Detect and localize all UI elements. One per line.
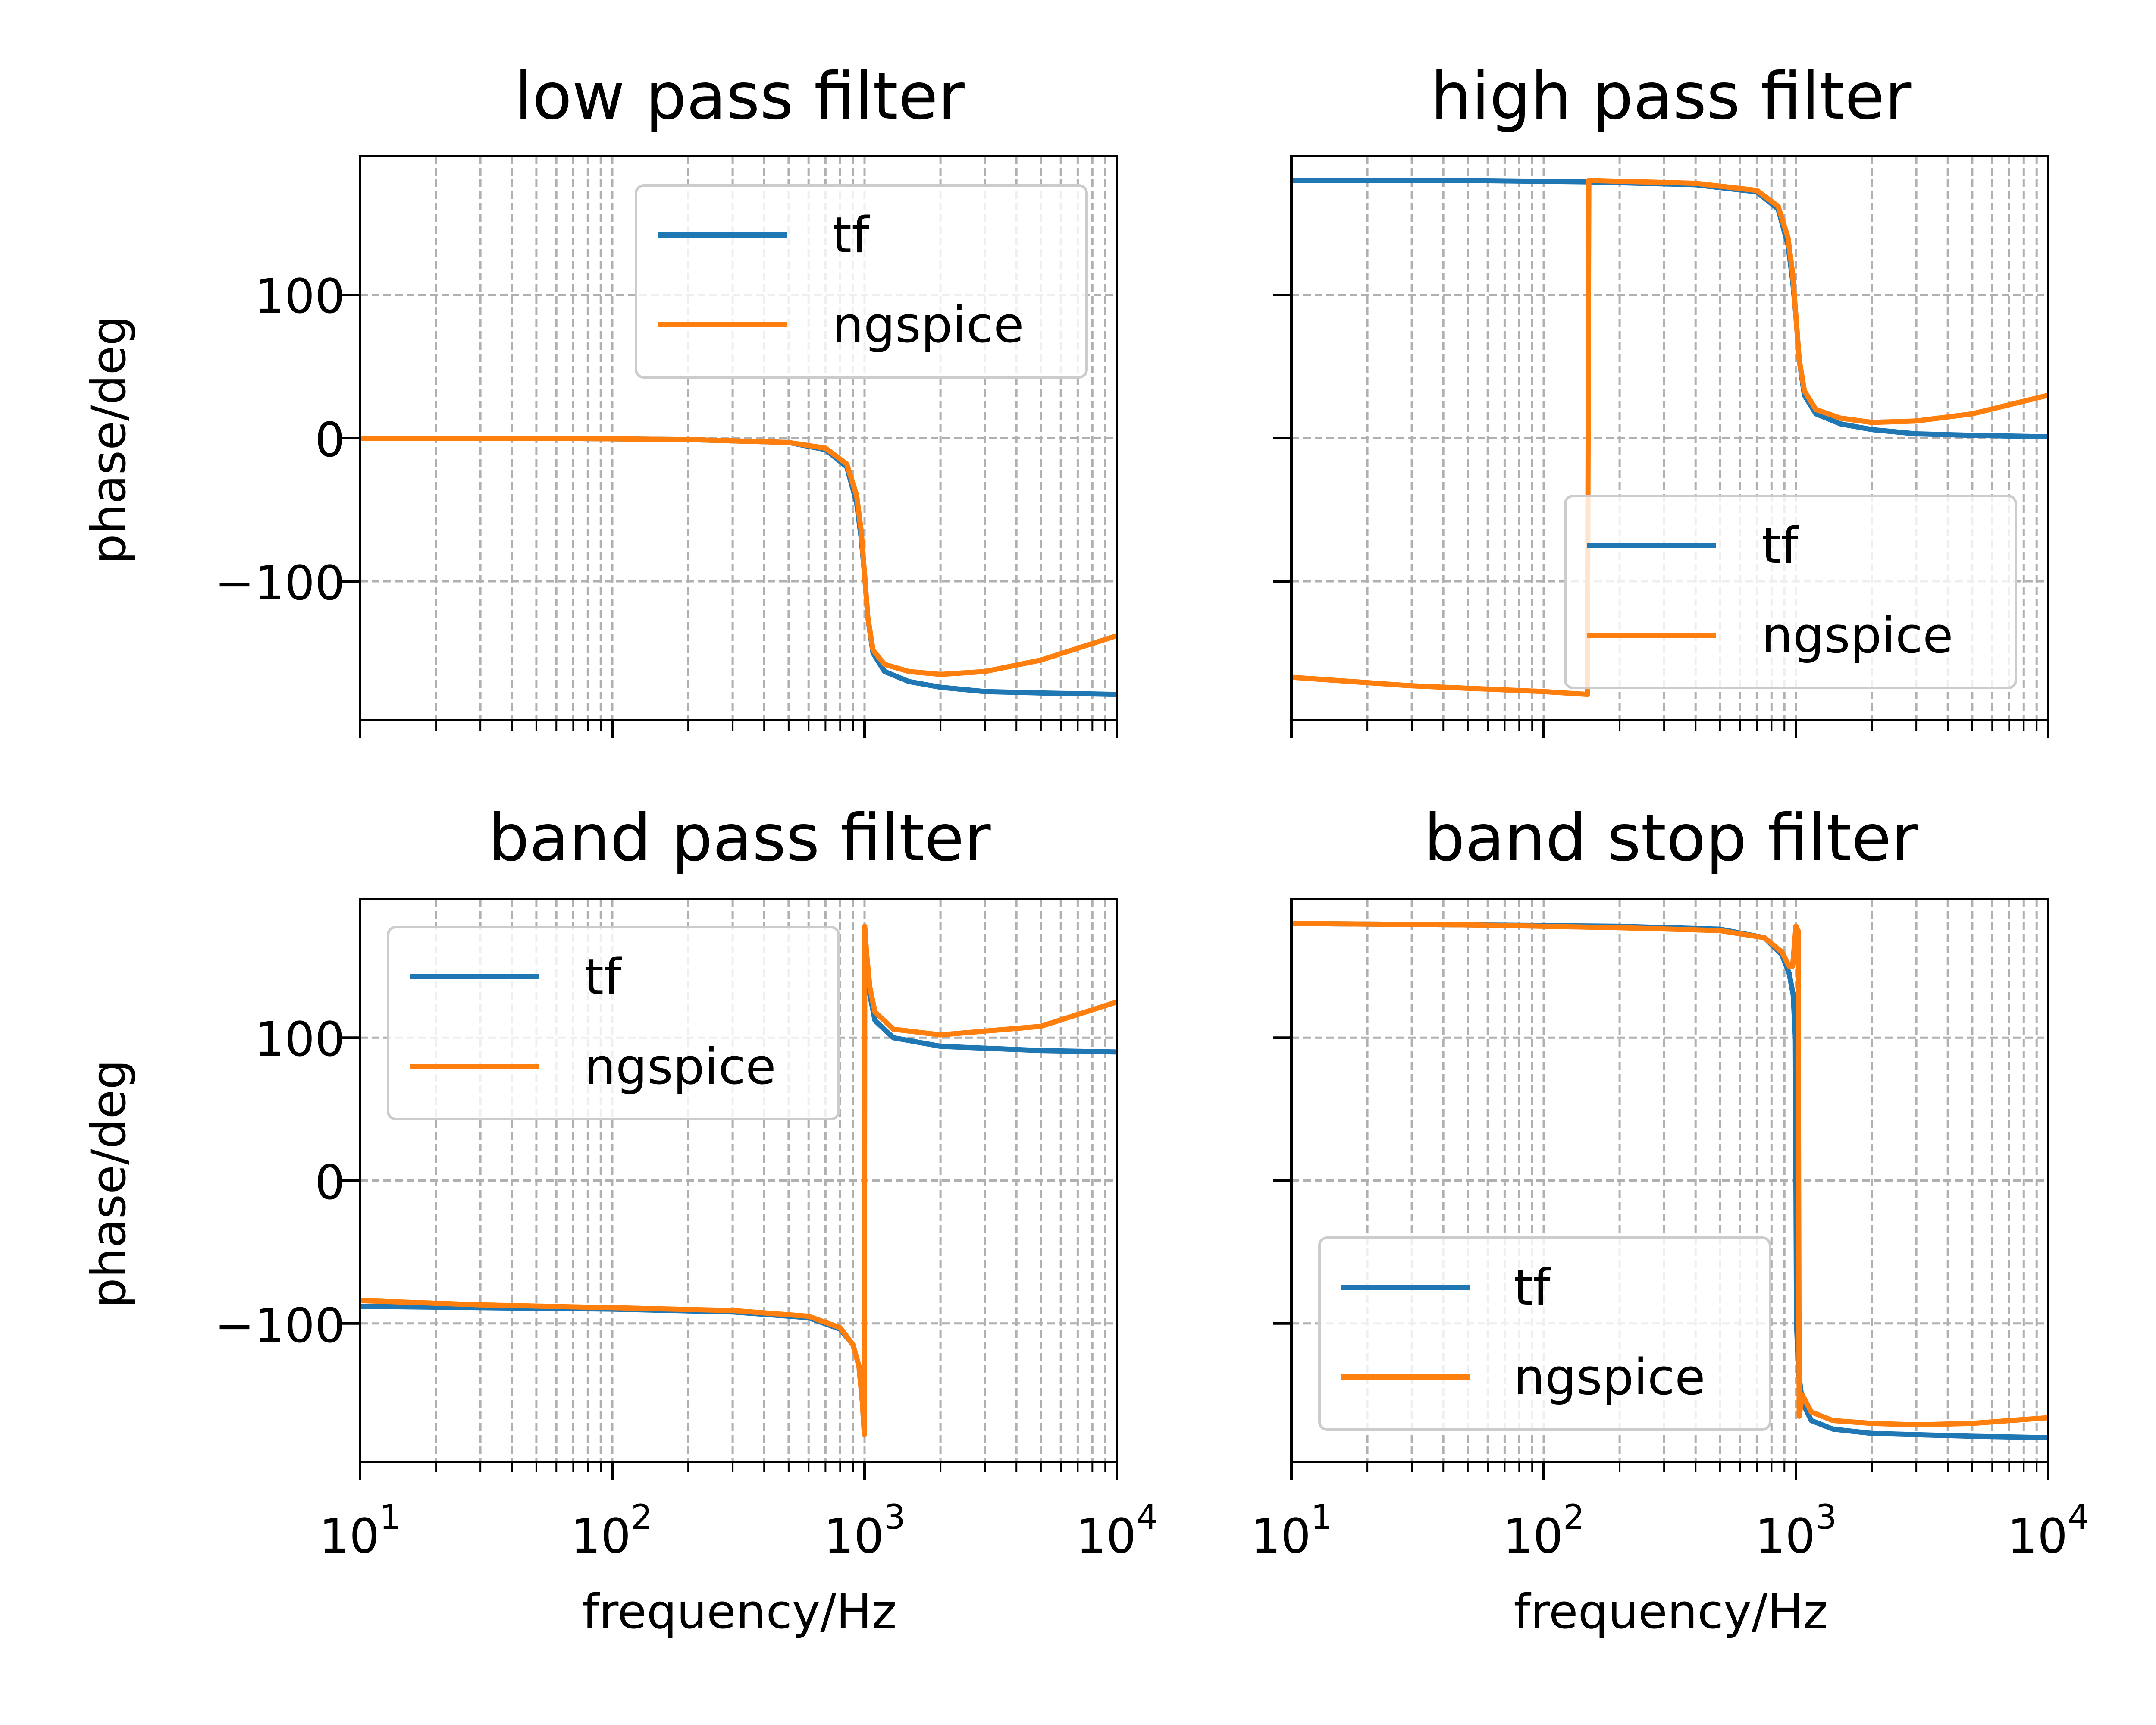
panel-low-pass: low pass filter phase/deg 100 0 −100 tf … — [81, 59, 1118, 738]
axes-frame — [1290, 155, 2049, 721]
legend — [387, 926, 840, 1120]
y-axis-label: phase/deg — [81, 316, 136, 564]
series-group — [1291, 178, 2048, 697]
plot-area — [1273, 898, 2049, 1480]
panel-high-pass: high pass filter tf ngspice — [1273, 59, 2049, 738]
x-tick-base: 10 — [1250, 1509, 1311, 1564]
axes-frame — [359, 155, 1118, 721]
series-line-ngspice — [1291, 921, 2048, 1427]
legend-label-ngspice: ngspice — [1514, 1349, 1705, 1406]
panel-band-pass: band pass filter phase/deg 100 0 −100 fr… — [81, 801, 1158, 1639]
x-tick-label: 103 — [824, 1498, 906, 1564]
x-tick-label: 102 — [570, 1498, 652, 1564]
panel-title: band stop filter — [1424, 801, 1918, 876]
x-tick-base: 10 — [570, 1509, 631, 1564]
legend — [635, 184, 1088, 379]
series-group — [360, 923, 1117, 1438]
x-axis-label: frequency/Hz — [1514, 1584, 1828, 1639]
legend-label-tf: tf — [584, 948, 622, 1006]
x-tick-base: 10 — [1755, 1509, 1815, 1564]
legend-label-ngspice: ngspice — [1761, 607, 1953, 665]
x-tick-exponent: 4 — [1136, 1498, 1158, 1537]
panel-band-stop: band stop filter frequency/Hz 101 102 10… — [1250, 801, 2089, 1639]
series-line-ngspice — [360, 436, 1117, 677]
x-tick-base: 10 — [2007, 1509, 2068, 1564]
y-tick-label: 0 — [315, 1155, 345, 1210]
series-group — [1291, 921, 2048, 1440]
series-line-ngspice — [1291, 178, 2048, 697]
panel-title: low pass filter — [514, 59, 965, 134]
axes-frame — [1290, 898, 2049, 1463]
legend-label-tf: tf — [1514, 1259, 1551, 1317]
legend-label-tf: tf — [832, 207, 870, 264]
x-tick-label: 104 — [1076, 1498, 1158, 1564]
y-tick-label: 100 — [254, 269, 345, 324]
x-axis-label: frequency/Hz — [582, 1584, 896, 1639]
y-tick-label: −100 — [215, 555, 345, 611]
legend-label-ngspice: ngspice — [832, 296, 1024, 354]
x-tick-base: 10 — [824, 1509, 884, 1564]
x-tick-label: 102 — [1503, 1498, 1585, 1564]
x-tick-exponent: 4 — [2068, 1498, 2089, 1537]
x-tick-label: 104 — [2007, 1498, 2089, 1564]
y-tick-label: 100 — [254, 1012, 345, 1067]
x-tick-label: 103 — [1755, 1498, 1837, 1564]
x-tick-label: 101 — [319, 1498, 401, 1564]
series-line-ngspice — [360, 923, 1117, 1438]
x-tick-base: 10 — [1076, 1509, 1136, 1564]
x-tick-exponent: 1 — [379, 1498, 401, 1537]
legend-label-ngspice: ngspice — [584, 1038, 776, 1096]
axes-frame — [359, 898, 1118, 1463]
x-tick-exponent: 1 — [1311, 1498, 1332, 1537]
x-tick-exponent: 2 — [631, 1498, 652, 1537]
legend — [1318, 1236, 1771, 1431]
panel-title: band pass filter — [488, 801, 990, 876]
x-tick-label: 101 — [1250, 1498, 1332, 1564]
x-tick-base: 10 — [1503, 1509, 1563, 1564]
legend — [1564, 495, 2017, 689]
panel-title: high pass filter — [1431, 59, 1912, 134]
y-tick-label: −100 — [215, 1298, 345, 1353]
y-tick-label: 0 — [315, 412, 345, 467]
x-tick-base: 10 — [319, 1509, 379, 1564]
x-tick-exponent: 3 — [884, 1498, 906, 1537]
legend-label-tf: tf — [1761, 517, 1799, 575]
series-group — [360, 436, 1117, 697]
y-axis-label: phase/deg — [81, 1060, 136, 1308]
x-tick-exponent: 3 — [1815, 1498, 1837, 1537]
x-tick-exponent: 2 — [1563, 1498, 1585, 1537]
